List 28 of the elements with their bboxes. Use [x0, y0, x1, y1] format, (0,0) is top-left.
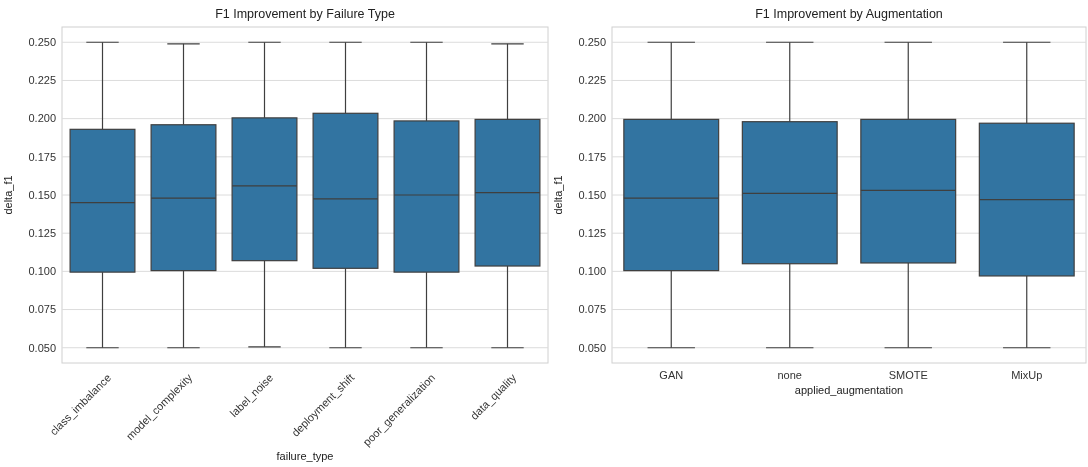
y-tick-label: 0.075 [28, 303, 56, 316]
x-tick-label: GAN [659, 369, 684, 381]
x-axis-title: applied_augmentation [794, 384, 904, 396]
x-tick-label: SMOTE [888, 369, 928, 381]
x-axis-title: failure_type [276, 450, 334, 462]
y-tick-label: 0.225 [578, 74, 606, 87]
y-tick-label: 0.175 [28, 150, 56, 163]
chart-title: F1 Improvement by Augmentation [755, 7, 943, 21]
y-tick-label: 0.175 [578, 150, 606, 163]
y-tick-label: 0.050 [28, 341, 56, 354]
y-tick-label: 0.075 [578, 303, 606, 316]
y-tick-label: 0.100 [28, 265, 56, 278]
y-tick-label: 0.150 [28, 188, 56, 201]
y-tick-label: 0.200 [28, 112, 56, 125]
y-tick-label: 0.125 [578, 227, 606, 240]
y-tick-label: 0.250 [28, 36, 56, 49]
x-tick-label: MixUp [1011, 369, 1043, 381]
chart-title: F1 Improvement by Failure Type [215, 7, 395, 21]
y-tick-label: 0.225 [28, 74, 56, 87]
x-tick-label: none [777, 369, 802, 381]
y-tick-label: 0.250 [578, 36, 606, 49]
y-tick-label: 0.050 [578, 341, 606, 354]
y-axis-title: delta_f1 [552, 175, 564, 215]
y-axis-title: delta_f1 [2, 175, 14, 215]
y-tick-label: 0.100 [578, 265, 606, 278]
y-tick-label: 0.200 [578, 112, 606, 125]
y-tick-label: 0.150 [578, 188, 606, 201]
y-tick-label: 0.125 [28, 227, 56, 240]
